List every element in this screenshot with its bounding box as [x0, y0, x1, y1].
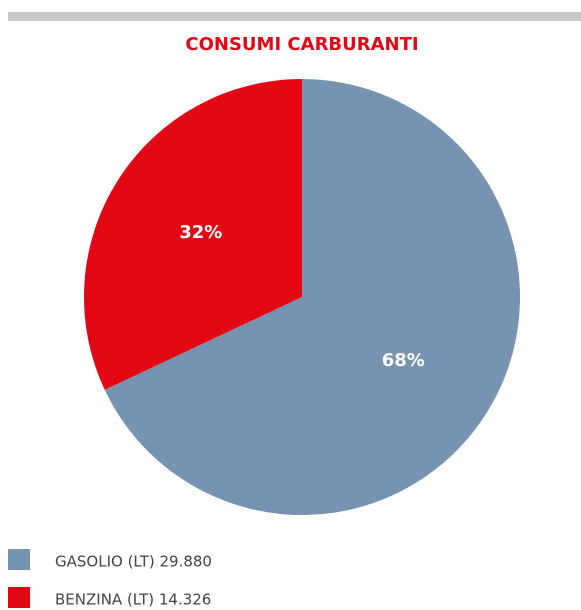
chart-title: CONSUMI CARBURANTI [185, 34, 418, 55]
pie-slice [84, 79, 303, 390]
header-bar [8, 12, 581, 21]
value-label: 32% [179, 222, 222, 243]
legend-swatch [8, 549, 30, 570]
legend-swatch [8, 587, 30, 608]
value-label: 68% [382, 350, 425, 371]
pie-slice [104, 79, 520, 515]
legend-label: BENZINA (LT) 14.326 [55, 591, 211, 609]
legend-label: GASOLIO (LT) 29.880 [55, 553, 212, 571]
